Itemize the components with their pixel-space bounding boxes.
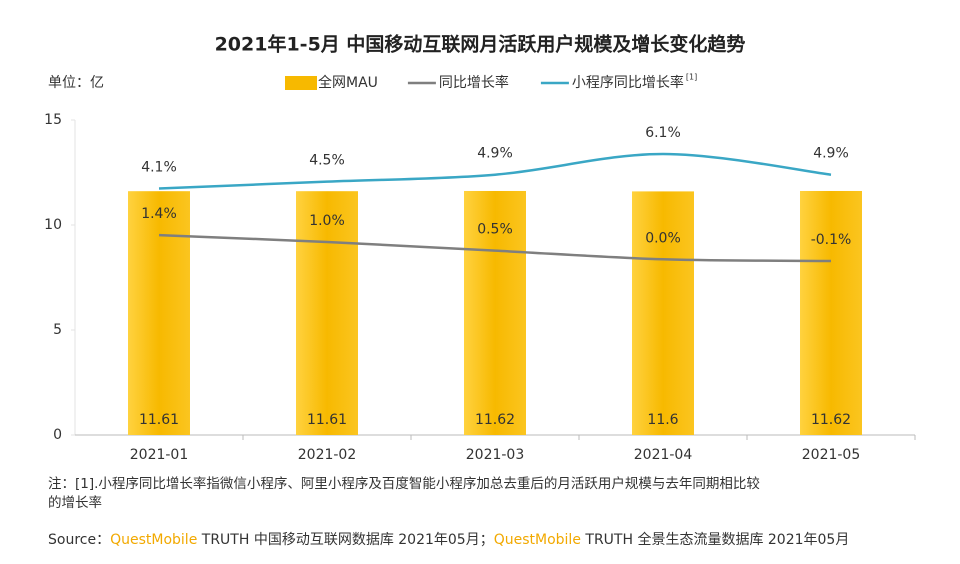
source-part: Source： bbox=[48, 532, 110, 548]
source-part: TRUTH 全景生态流量数据库 2021年05月 bbox=[581, 531, 849, 548]
y-tick-label: 10 bbox=[44, 217, 62, 233]
source-part: TRUTH 中国移动互联网数据库 2021年05月； bbox=[197, 532, 493, 548]
data-label: 4.9% bbox=[477, 146, 513, 162]
data-label: 6.1% bbox=[645, 125, 681, 141]
legend-label: 小程序同比增长率 bbox=[572, 74, 684, 91]
legend-swatch bbox=[285, 76, 317, 90]
source-part: QuestMobile bbox=[494, 532, 581, 548]
chart-title: 2021年1-5月 中国移动互联网月活跃用户规模及增长变化趋势 bbox=[215, 33, 746, 56]
line bbox=[158, 233, 832, 263]
x-tick-label: 2021-01 bbox=[130, 447, 189, 463]
legend-label: 全网MAU bbox=[318, 74, 378, 91]
y-tick-label: 5 bbox=[53, 322, 62, 338]
data-label: 4.9% bbox=[813, 146, 849, 162]
note: 注：[1].小程序同比增长率指微信小程序、阿里小程序及百度智能小程序加总去重后的… bbox=[48, 475, 760, 492]
bar bbox=[632, 191, 694, 435]
data-label: -0.1% bbox=[811, 232, 852, 248]
data-label: 4.5% bbox=[309, 153, 345, 169]
data-label: 0.0% bbox=[645, 230, 681, 246]
x-tick-label: 2021-04 bbox=[634, 447, 693, 463]
line bbox=[158, 152, 832, 190]
data-label: 0.5% bbox=[477, 222, 513, 238]
bar bbox=[800, 190, 862, 435]
legend-label: 同比增长率 bbox=[439, 74, 509, 91]
bar-value-label: 11.6 bbox=[647, 412, 678, 428]
data-label: 1.4% bbox=[141, 206, 177, 222]
x-tick-label: 2021-03 bbox=[466, 447, 525, 463]
y-tick-label: 0 bbox=[53, 427, 62, 443]
data-label: 4.1% bbox=[141, 160, 177, 176]
unit-label: 单位：亿 bbox=[48, 75, 104, 91]
source: Source：QuestMobile TRUTH 中国移动互联网数据库 2021… bbox=[48, 531, 849, 548]
x-tick-label: 2021-02 bbox=[298, 447, 357, 463]
y-tick-label: 15 bbox=[44, 112, 62, 128]
bar-value-label: 11.61 bbox=[307, 412, 347, 428]
bar bbox=[296, 191, 358, 435]
bar bbox=[464, 190, 526, 435]
source-part: QuestMobile bbox=[110, 532, 197, 548]
legend-superscript: [1] bbox=[686, 73, 697, 82]
bar-value-label: 11.62 bbox=[811, 412, 851, 428]
data-label: 1.0% bbox=[309, 213, 345, 229]
bar-value-label: 11.62 bbox=[475, 412, 515, 428]
note: 的增长率 bbox=[48, 494, 102, 511]
bar bbox=[128, 191, 190, 435]
bar-value-label: 11.61 bbox=[139, 412, 179, 428]
x-tick-label: 2021-05 bbox=[802, 447, 861, 463]
